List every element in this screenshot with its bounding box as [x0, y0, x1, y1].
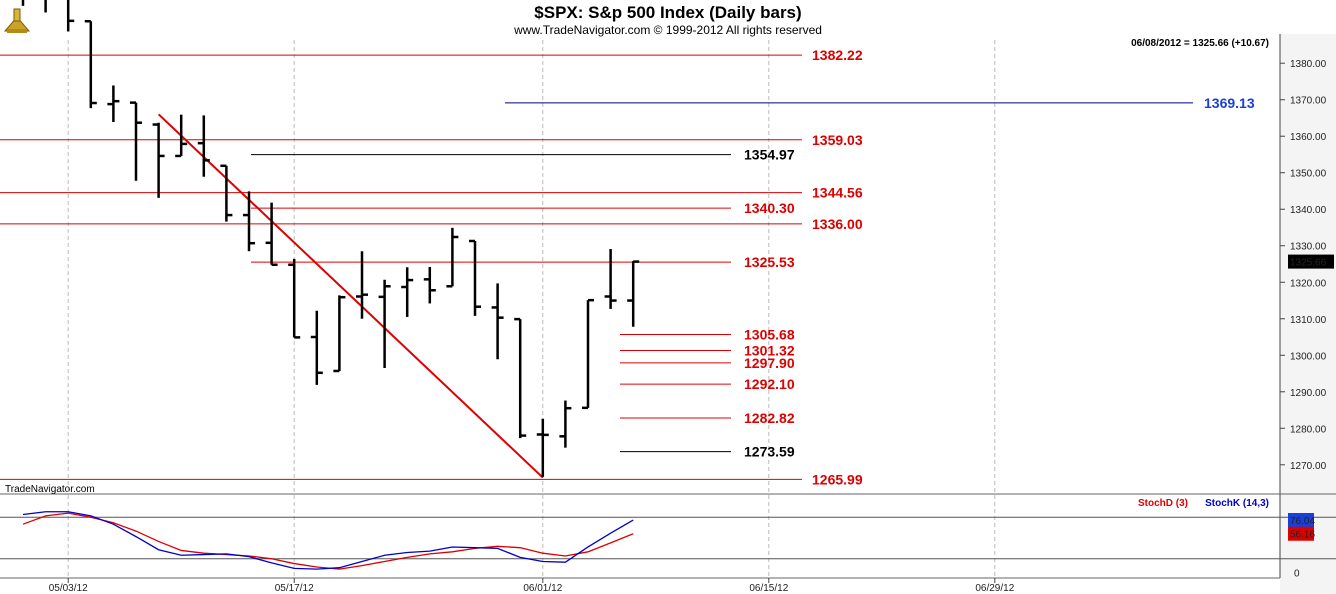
last-price-label: 1325.66 — [1290, 258, 1327, 269]
legend-stoch-k: StochK (14,3) — [1205, 498, 1269, 509]
level-label: 1344.56 — [812, 185, 863, 201]
level-label: 1282.82 — [744, 410, 795, 426]
level-lines-layer: 1382.22 1369.13 1359.03 1354.97 1344.56 1340.… — [0, 47, 1255, 487]
price-tick-label: 1330.00 — [1290, 242, 1327, 253]
level-label: 1359.03 — [812, 132, 863, 148]
date-tick-label: 05/17/12 — [275, 583, 314, 594]
stoch-d-value-box — [1288, 526, 1314, 541]
price-tick-label: 1320.00 — [1290, 278, 1327, 289]
price-bars-layer — [21, 0, 640, 477]
level-label: 1301.32 — [744, 342, 795, 358]
level-label: 1382.22 — [812, 47, 863, 63]
level-label: 1369.13 — [1204, 95, 1255, 111]
price-tick-label: 1350.00 — [1290, 169, 1327, 180]
price-tick-label: 1310.00 — [1290, 315, 1327, 326]
level-label: 1265.99 — [812, 471, 863, 487]
stochastic-panel: 0 StochD (3) StochK (14,3) 76.04 56.16 — [0, 498, 1336, 580]
stoch-k-value-label: 76.04 — [1290, 516, 1315, 527]
watermark-text: TradeNavigator.com — [5, 484, 95, 495]
price-axis-panel — [1280, 34, 1336, 594]
stoch-d-value-label: 56.16 — [1290, 530, 1315, 541]
price-tick-label: 1380.00 — [1290, 59, 1327, 70]
copyright-text: www.TradeNavigator.com © 1999-2012 All r… — [513, 23, 822, 37]
level-label: 1325.53 — [744, 254, 795, 270]
level-label: 1336.00 — [812, 216, 863, 232]
level-label: 1297.90 — [744, 355, 795, 371]
date-tick-label: 06/01/12 — [523, 583, 562, 594]
legend-stoch-d: StochD (3) — [1138, 498, 1188, 509]
trend-line — [157, 113, 544, 479]
price-tick-label: 1300.00 — [1290, 351, 1327, 362]
date-tick-label: 06/29/12 — [975, 583, 1014, 594]
price-axis-ticks: 1380.00 1370.00 1360.00 1350.00 1340.00 1330.… — [1280, 59, 1334, 472]
price-tick-label: 1280.00 — [1290, 424, 1327, 435]
stoch-tick-label: 0 — [1294, 569, 1300, 580]
date-tick-label: 05/03/12 — [49, 583, 88, 594]
stoch-k-line — [22, 511, 634, 570]
chart-title: $SPX: S&p 500 Index (Daily bars) — [534, 3, 801, 22]
level-label: 1273.59 — [744, 444, 795, 460]
trendline-layer — [157, 113, 544, 479]
level-label: 1354.97 — [744, 147, 795, 163]
level-label: 1305.68 — [744, 327, 795, 343]
price-tick-label: 1360.00 — [1290, 132, 1327, 143]
last-price-box — [1288, 254, 1334, 269]
price-tick-label: 1370.00 — [1290, 96, 1327, 107]
level-label: 1340.30 — [744, 200, 795, 216]
price-tick-label: 1270.00 — [1290, 461, 1327, 472]
price-tick-label: 1340.00 — [1290, 205, 1327, 216]
date-axis-ticks: 05/03/12 05/17/12 06/01/12 06/15/12 06/29/12 — [49, 578, 1015, 594]
date-tick-label: 06/15/12 — [749, 583, 788, 594]
stoch-k-value-box — [1288, 513, 1314, 528]
trade-navigator-logo — [3, 8, 31, 33]
price-tick-label: 1290.00 — [1290, 388, 1327, 399]
last-price-readout: 06/08/2012 = 1325.66 (+10.67) — [1131, 38, 1269, 49]
level-label: 1292.10 — [744, 376, 795, 392]
